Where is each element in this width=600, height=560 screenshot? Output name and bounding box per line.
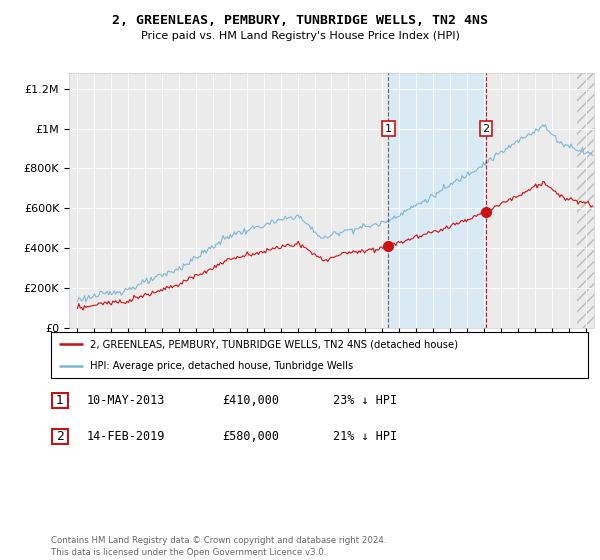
- Text: 2: 2: [56, 430, 64, 444]
- Text: 21% ↓ HPI: 21% ↓ HPI: [333, 430, 397, 444]
- Text: HPI: Average price, detached house, Tunbridge Wells: HPI: Average price, detached house, Tunb…: [89, 361, 353, 371]
- Text: 2, GREENLEAS, PEMBURY, TUNBRIDGE WELLS, TN2 4NS (detached house): 2, GREENLEAS, PEMBURY, TUNBRIDGE WELLS, …: [89, 339, 458, 349]
- Bar: [388, 73, 486, 328]
- Text: £410,000: £410,000: [222, 394, 279, 407]
- Text: 14-FEB-2019: 14-FEB-2019: [87, 430, 166, 444]
- Text: Contains HM Land Registry data © Crown copyright and database right 2024.
This d: Contains HM Land Registry data © Crown c…: [51, 536, 386, 557]
- Text: £580,000: £580,000: [222, 430, 279, 444]
- Bar: [577, 69, 594, 328]
- Text: 2: 2: [482, 124, 490, 133]
- Bar: [577, 73, 594, 328]
- Text: 10-MAY-2013: 10-MAY-2013: [87, 394, 166, 407]
- Text: 1: 1: [385, 124, 392, 133]
- Text: 2, GREENLEAS, PEMBURY, TUNBRIDGE WELLS, TN2 4NS: 2, GREENLEAS, PEMBURY, TUNBRIDGE WELLS, …: [112, 14, 488, 27]
- Text: 1: 1: [56, 394, 64, 407]
- Text: 23% ↓ HPI: 23% ↓ HPI: [333, 394, 397, 407]
- Text: Price paid vs. HM Land Registry's House Price Index (HPI): Price paid vs. HM Land Registry's House …: [140, 31, 460, 41]
